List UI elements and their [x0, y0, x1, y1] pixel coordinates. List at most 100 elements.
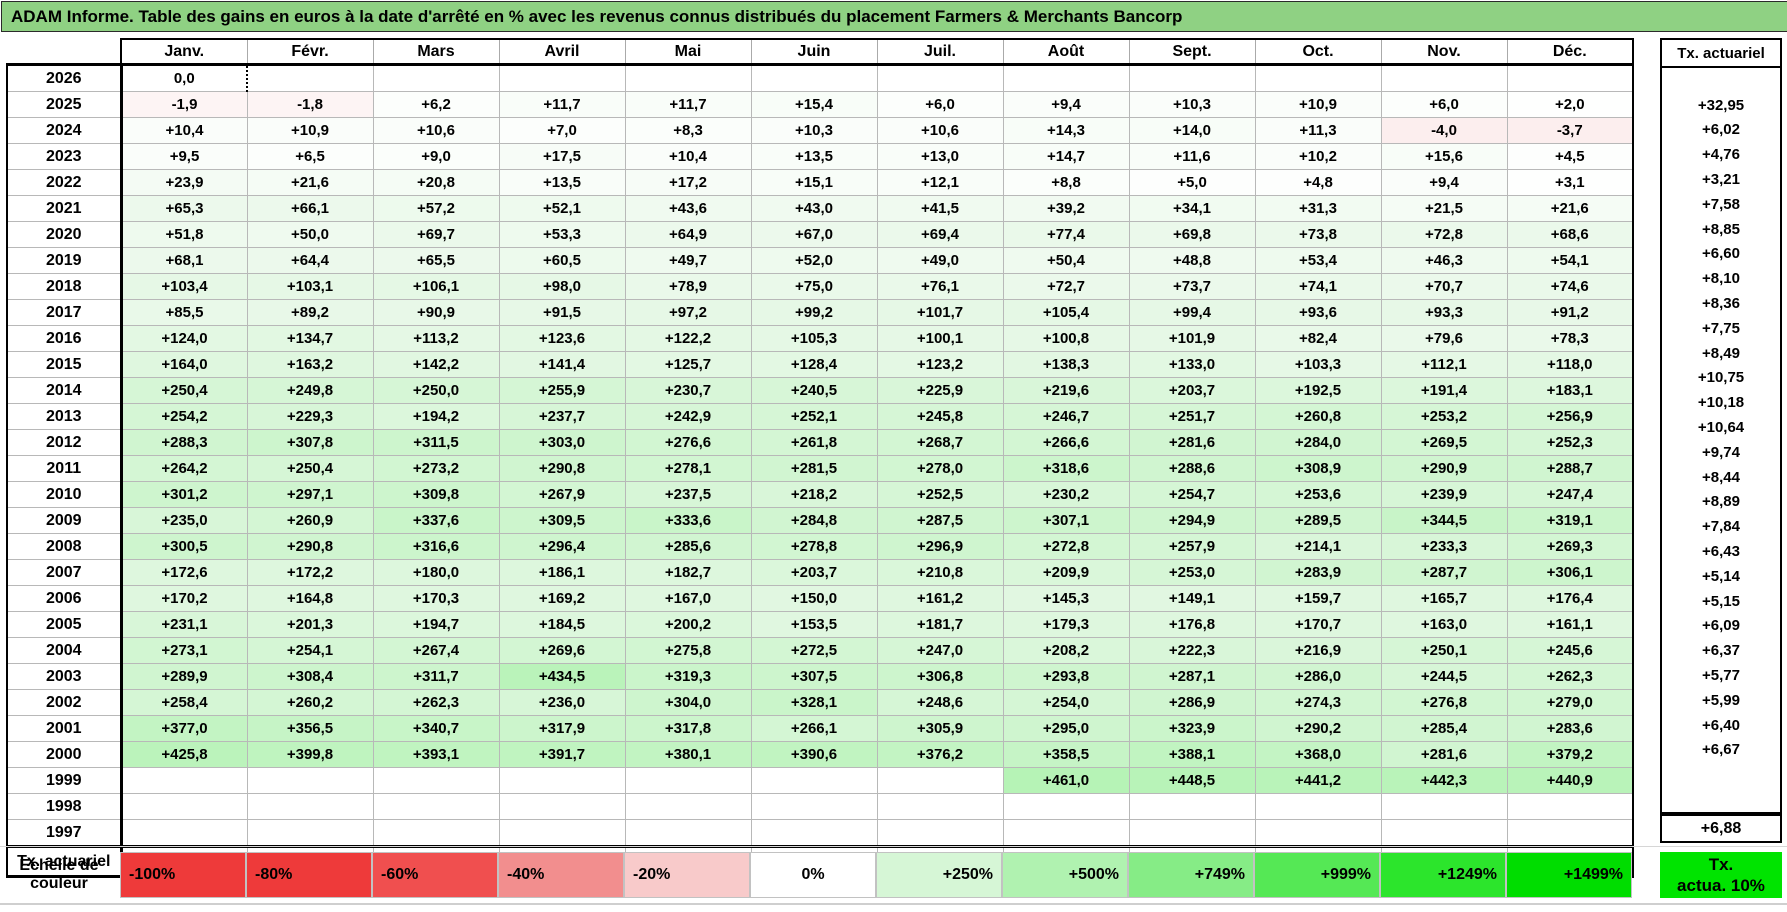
cell-2014-fevr[interactable]: +249,8: [246, 377, 374, 404]
row-label-2011[interactable]: 2011: [6, 455, 123, 482]
cell-2013-janv[interactable]: +254,2: [120, 403, 248, 430]
cell-2005-avril[interactable]: +184,5: [498, 611, 626, 638]
cell-2025-juil[interactable]: +6,0: [876, 91, 1004, 118]
cell-2012-fevr[interactable]: +307,8: [246, 429, 374, 456]
cell-2009-fevr[interactable]: +260,9: [246, 507, 374, 534]
cell-2007-oct[interactable]: +283,9: [1254, 559, 1382, 586]
cell-2022-nov[interactable]: +9,4: [1380, 169, 1508, 196]
cell-2001-nov[interactable]: +285,4: [1380, 715, 1508, 742]
cell-2002-dec[interactable]: +279,0: [1506, 689, 1634, 716]
cell-2008-avril[interactable]: +296,4: [498, 533, 626, 560]
row-label-2010[interactable]: 2010: [6, 481, 123, 508]
cell-2013-avril[interactable]: +237,7: [498, 403, 626, 430]
cell-2003-janv[interactable]: +289,9: [120, 663, 248, 690]
cell-2014-sept[interactable]: +203,7: [1128, 377, 1256, 404]
cell-2008-mars[interactable]: +316,6: [372, 533, 500, 560]
cell-2023-dec[interactable]: +4,5: [1506, 143, 1634, 170]
cell-2012-juil[interactable]: +268,7: [876, 429, 1004, 456]
cell-2018-janv[interactable]: +103,4: [120, 273, 248, 300]
cell-2018-oct[interactable]: +74,1: [1254, 273, 1382, 300]
cell-2003-mai[interactable]: +319,3: [624, 663, 752, 690]
cell-2011-aout[interactable]: +318,6: [1002, 455, 1130, 482]
row-label-2013[interactable]: 2013: [6, 403, 123, 430]
cell-2015-sept[interactable]: +133,0: [1128, 351, 1256, 378]
cell-1998-juil[interactable]: [876, 793, 1004, 820]
tx-actuariel-2018[interactable]: +8,10: [1702, 270, 1740, 288]
cell-2017-sept[interactable]: +99,4: [1128, 299, 1256, 326]
cell-1999-avril[interactable]: [498, 767, 626, 794]
cell-2018-nov[interactable]: +70,7: [1380, 273, 1508, 300]
cell-1999-fevr[interactable]: [246, 767, 374, 794]
cell-1999-janv[interactable]: [120, 767, 248, 794]
cell-2023-oct[interactable]: +10,2: [1254, 143, 1382, 170]
cell-2012-aout[interactable]: +266,6: [1002, 429, 1130, 456]
cell-2016-mars[interactable]: +113,2: [372, 325, 500, 352]
column-header-janv[interactable]: Janv.: [120, 38, 248, 66]
cell-2018-fevr[interactable]: +103,1: [246, 273, 374, 300]
tx-actuariel-2000[interactable]: +6,40: [1702, 716, 1740, 734]
cell-1997-nov[interactable]: [1380, 819, 1508, 847]
cell-2014-dec[interactable]: +183,1: [1506, 377, 1634, 404]
tx-actuariel-2016[interactable]: +7,75: [1702, 319, 1740, 337]
cell-2013-nov[interactable]: +253,2: [1380, 403, 1508, 430]
cell-2005-mars[interactable]: +194,7: [372, 611, 500, 638]
cell-2020-juil[interactable]: +69,4: [876, 221, 1004, 248]
row-label-2000[interactable]: 2000: [6, 741, 123, 768]
cell-2004-mai[interactable]: +275,8: [624, 637, 752, 664]
cell-2023-avril[interactable]: +17,5: [498, 143, 626, 170]
cell-2022-avril[interactable]: +13,5: [498, 169, 626, 196]
tx-actuariel-2014[interactable]: +10,75: [1697, 369, 1745, 387]
cell-2022-mai[interactable]: +17,2: [624, 169, 752, 196]
cell-1997-juil[interactable]: [876, 819, 1004, 847]
cell-2003-fevr[interactable]: +308,4: [246, 663, 374, 690]
cell-2016-janv[interactable]: +124,0: [120, 325, 248, 352]
cell-2003-juil[interactable]: +306,8: [876, 663, 1004, 690]
cell-2004-sept[interactable]: +222,3: [1128, 637, 1256, 664]
cell-2006-sept[interactable]: +149,1: [1128, 585, 1256, 612]
tx-actuariel-2012[interactable]: +10,64: [1697, 419, 1745, 437]
cell-2017-mai[interactable]: +97,2: [624, 299, 752, 326]
cell-1998-janv[interactable]: [120, 793, 248, 820]
cell-2004-juil[interactable]: +247,0: [876, 637, 1004, 664]
cell-2022-juin[interactable]: +15,1: [750, 169, 878, 196]
cell-2005-oct[interactable]: +170,7: [1254, 611, 1382, 638]
tx-actuariel-2001[interactable]: +5,99: [1702, 691, 1740, 709]
cell-1999-dec[interactable]: +440,9: [1506, 767, 1634, 794]
cell-2009-mai[interactable]: +333,6: [624, 507, 752, 534]
cell-2016-sept[interactable]: +101,9: [1128, 325, 1256, 352]
cell-2023-juin[interactable]: +13,5: [750, 143, 878, 170]
cell-1998-juin[interactable]: [750, 793, 878, 820]
cell-2007-juin[interactable]: +203,7: [750, 559, 878, 586]
cell-2014-janv[interactable]: +250,4: [120, 377, 248, 404]
cell-2005-sept[interactable]: +176,8: [1128, 611, 1256, 638]
cell-2005-dec[interactable]: +161,1: [1506, 611, 1634, 638]
cell-2015-juil[interactable]: +123,2: [876, 351, 1004, 378]
cell-2021-oct[interactable]: +31,3: [1254, 195, 1382, 222]
cell-2019-janv[interactable]: +68,1: [120, 247, 248, 274]
cell-2016-juin[interactable]: +105,3: [750, 325, 878, 352]
tx-actuariel-2011[interactable]: +9,74: [1702, 443, 1740, 461]
cell-2013-mai[interactable]: +242,9: [624, 403, 752, 430]
cell-2006-aout[interactable]: +145,3: [1002, 585, 1130, 612]
cell-2011-sept[interactable]: +288,6: [1128, 455, 1256, 482]
cell-2020-juin[interactable]: +67,0: [750, 221, 878, 248]
column-header-aout[interactable]: Août: [1002, 38, 1130, 66]
cell-2016-aout[interactable]: +100,8: [1002, 325, 1130, 352]
cell-1999-mai[interactable]: [624, 767, 752, 794]
cell-1997-juin[interactable]: [750, 819, 878, 847]
cell-1997-avril[interactable]: [498, 819, 626, 847]
cell-2020-aout[interactable]: +77,4: [1002, 221, 1130, 248]
tx-actuariel-column-header[interactable]: Tx. actuariel: [1662, 40, 1780, 68]
cell-2023-juil[interactable]: +13,0: [876, 143, 1004, 170]
cell-2005-aout[interactable]: +179,3: [1002, 611, 1130, 638]
cell-2009-aout[interactable]: +307,1: [1002, 507, 1130, 534]
cell-2026-sept[interactable]: [1128, 64, 1256, 92]
cell-2014-aout[interactable]: +219,6: [1002, 377, 1130, 404]
cell-2015-aout[interactable]: +138,3: [1002, 351, 1130, 378]
cell-2005-mai[interactable]: +200,2: [624, 611, 752, 638]
cell-2021-janv[interactable]: +65,3: [120, 195, 248, 222]
row-label-2015[interactable]: 2015: [6, 351, 123, 378]
cell-2002-oct[interactable]: +274,3: [1254, 689, 1382, 716]
cell-2026-juin[interactable]: [750, 64, 878, 92]
row-label-2008[interactable]: 2008: [6, 533, 123, 560]
